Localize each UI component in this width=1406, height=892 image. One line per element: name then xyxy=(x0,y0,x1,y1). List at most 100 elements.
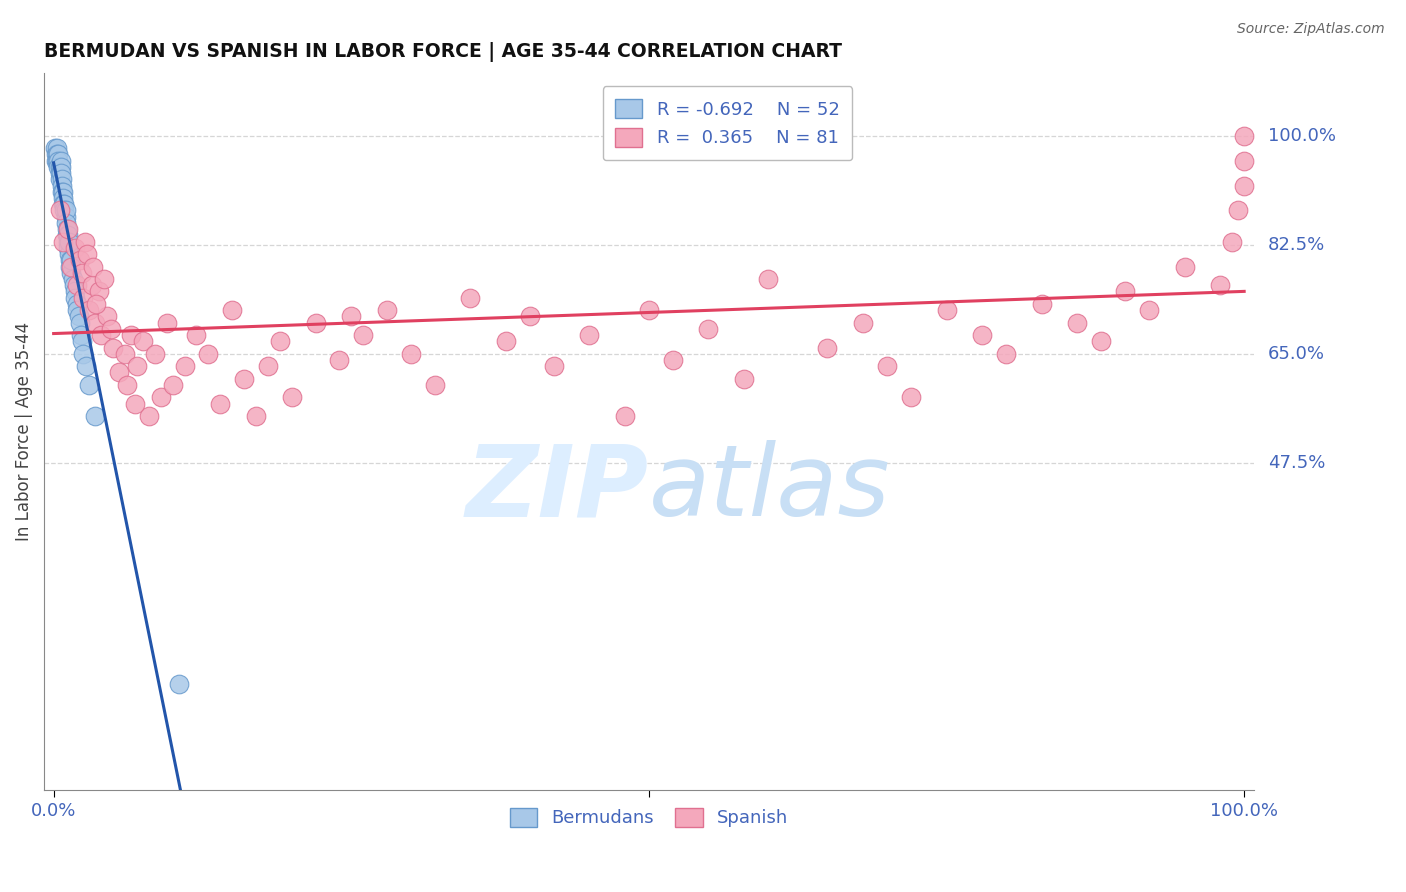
Point xyxy=(1174,260,1197,274)
Point xyxy=(80,278,103,293)
Point xyxy=(935,303,957,318)
Point xyxy=(79,378,101,392)
Point xyxy=(63,291,86,305)
Point xyxy=(48,153,70,168)
Point xyxy=(55,216,77,230)
Point xyxy=(125,359,148,374)
Point xyxy=(280,391,302,405)
Point xyxy=(1031,297,1053,311)
Legend: Bermudans, Spanish: Bermudans, Spanish xyxy=(502,800,796,835)
Point xyxy=(48,166,70,180)
Point xyxy=(167,677,190,691)
Point xyxy=(495,334,517,349)
Point xyxy=(48,160,70,174)
Point xyxy=(233,372,256,386)
Point xyxy=(661,353,683,368)
Point xyxy=(614,409,637,423)
Text: 82.5%: 82.5% xyxy=(1268,235,1326,253)
Text: Source: ZipAtlas.com: Source: ZipAtlas.com xyxy=(1237,22,1385,37)
Point xyxy=(1227,203,1250,218)
Point xyxy=(60,260,83,274)
Point xyxy=(49,166,72,180)
Point xyxy=(53,197,76,211)
Point xyxy=(66,303,89,318)
Point xyxy=(1114,285,1136,299)
Point xyxy=(1220,235,1243,249)
Y-axis label: In Labor Force | Age 35-44: In Labor Force | Age 35-44 xyxy=(15,322,32,541)
Point xyxy=(53,203,76,218)
Point xyxy=(138,409,160,423)
Point xyxy=(60,253,83,268)
Point xyxy=(995,347,1018,361)
Point xyxy=(45,147,67,161)
Text: atlas: atlas xyxy=(650,441,890,538)
Point xyxy=(62,272,84,286)
Point xyxy=(56,228,79,243)
Point xyxy=(70,266,93,280)
Point xyxy=(114,347,136,361)
Point xyxy=(186,328,208,343)
Point xyxy=(972,328,994,343)
Point xyxy=(352,328,374,343)
Point xyxy=(132,334,155,349)
Point xyxy=(543,359,565,374)
Point xyxy=(84,316,107,330)
Point xyxy=(79,303,101,318)
Point xyxy=(162,378,184,392)
Point xyxy=(72,291,94,305)
Point xyxy=(55,203,77,218)
Point xyxy=(209,397,232,411)
Point xyxy=(328,353,350,368)
Point xyxy=(117,378,139,392)
Point xyxy=(67,310,90,324)
Point xyxy=(86,297,108,311)
Point xyxy=(66,297,89,311)
Point xyxy=(852,316,875,330)
Point xyxy=(60,266,83,280)
Point xyxy=(66,278,89,293)
Point xyxy=(56,241,79,255)
Point xyxy=(63,278,86,293)
Point xyxy=(197,347,219,361)
Point xyxy=(519,310,541,324)
Text: ZIP: ZIP xyxy=(465,441,650,538)
Point xyxy=(51,172,73,186)
Point xyxy=(44,141,66,155)
Point xyxy=(84,409,107,423)
Point xyxy=(56,235,79,249)
Point xyxy=(55,210,77,224)
Point xyxy=(638,303,661,318)
Point xyxy=(48,147,70,161)
Point xyxy=(1090,334,1112,349)
Point xyxy=(156,316,179,330)
Point xyxy=(1233,178,1256,193)
Point xyxy=(149,391,172,405)
Point xyxy=(1209,278,1232,293)
Point xyxy=(1066,316,1088,330)
Point xyxy=(375,303,398,318)
Point xyxy=(221,303,243,318)
Point xyxy=(72,347,94,361)
Point xyxy=(46,153,69,168)
Point xyxy=(49,153,72,168)
Point xyxy=(46,147,69,161)
Point xyxy=(87,285,110,299)
Point xyxy=(58,247,80,261)
Point xyxy=(70,334,93,349)
Point xyxy=(51,178,73,193)
Point xyxy=(48,203,70,218)
Point xyxy=(108,366,131,380)
Point xyxy=(52,235,75,249)
Point xyxy=(304,316,326,330)
Point xyxy=(76,247,98,261)
Point xyxy=(63,285,86,299)
Point xyxy=(423,378,446,392)
Point xyxy=(48,172,70,186)
Point xyxy=(52,185,75,199)
Point xyxy=(52,191,75,205)
Point xyxy=(733,372,755,386)
Point xyxy=(55,222,77,236)
Point xyxy=(49,160,72,174)
Point xyxy=(45,153,67,168)
Point xyxy=(817,341,839,355)
